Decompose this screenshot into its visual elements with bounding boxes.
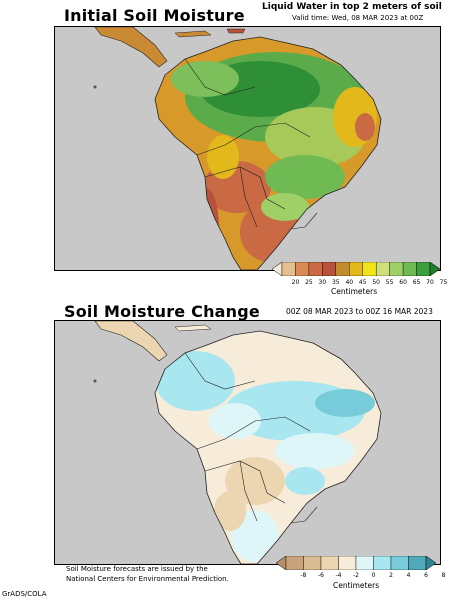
top-colorbar bbox=[272, 262, 440, 276]
bottom-colorbar bbox=[276, 556, 436, 570]
colorbar-swatch bbox=[295, 262, 310, 276]
bottom-colorbar-tick-label: 2 bbox=[389, 572, 393, 579]
colorbar-swatch bbox=[285, 556, 304, 570]
top-panel-valid-time: Valid time: Wed, 08 MAR 2023 at 00Z bbox=[292, 14, 424, 22]
top-colorbar-tick-label: 30 bbox=[318, 279, 327, 286]
colorbar-swatch bbox=[402, 262, 417, 276]
top-colorbar-tick-label: 55 bbox=[385, 279, 394, 286]
colorbar-swatch bbox=[362, 262, 377, 276]
top-colorbar-tick-label: 35 bbox=[331, 279, 340, 286]
bottom-colorbar-tick-label: -4 bbox=[335, 572, 342, 579]
bottom-colorbar-tick-label: 8 bbox=[441, 572, 446, 579]
top-colorbar-tick-label: 60 bbox=[399, 279, 407, 286]
colorbar-swatch bbox=[373, 556, 392, 570]
initial-soil-moisture-map bbox=[54, 26, 441, 271]
colorbar-swatch bbox=[349, 262, 363, 276]
colorbar-swatch bbox=[389, 262, 404, 276]
top-colorbar-tick-label: 50 bbox=[372, 279, 380, 286]
bottom-panel-period: 00Z 08 MAR 2023 to 00Z 16 MAR 2023 bbox=[286, 307, 433, 316]
colorbar-swatch bbox=[322, 262, 337, 276]
top-colorbar-unit: Centimeters bbox=[331, 287, 378, 296]
soil-moisture-change-map bbox=[54, 320, 441, 565]
top-panel-header-line1: Liquid Water in top 2 meters of soil bbox=[262, 2, 442, 12]
colorbar-swatch bbox=[416, 262, 431, 276]
bottom-colorbar-tick-label: 4 bbox=[406, 572, 411, 579]
colorbar-swatch bbox=[338, 556, 357, 570]
top-colorbar-tick-label: 25 bbox=[305, 279, 313, 286]
top-colorbar-tick-label: 75 bbox=[439, 279, 448, 286]
colorbar-swatch bbox=[320, 556, 339, 570]
bottom-colorbar-tick-label: -2 bbox=[353, 572, 359, 579]
footer-note-line2: National Centers for Environmental Predi… bbox=[66, 575, 229, 583]
top-colorbar-tick-label: 40 bbox=[345, 279, 354, 286]
colorbar-swatch bbox=[390, 556, 409, 570]
colorbar-swatch bbox=[281, 262, 296, 276]
colorbar-swatch bbox=[408, 556, 427, 570]
bottom-colorbar-tick-label: -8 bbox=[300, 572, 307, 579]
bottom-colorbar-tick-label: 0 bbox=[371, 572, 376, 579]
colorbar-swatch bbox=[303, 556, 322, 570]
top-colorbar-tick-label: 20 bbox=[291, 279, 300, 286]
top-colorbar-tick-label: 65 bbox=[412, 279, 421, 286]
colorbar-swatch bbox=[335, 262, 350, 276]
bottom-panel-title: Soil Moisture Change bbox=[64, 302, 260, 321]
colorbar-swatch bbox=[355, 556, 374, 570]
bottom-colorbar-tick-label: 6 bbox=[424, 572, 428, 579]
footer-note-line1: Soil Moisture forecasts are issued by th… bbox=[66, 565, 208, 573]
top-colorbar-tick-label: 70 bbox=[426, 279, 434, 286]
footer-credit: GrADS/COLA bbox=[2, 590, 47, 598]
bottom-colorbar-unit: Centimeters bbox=[333, 581, 380, 590]
top-colorbar-tick-label: 45 bbox=[358, 279, 367, 286]
colorbar-swatch bbox=[308, 262, 323, 276]
bottom-colorbar-ticks: -8 -6 -4 -2 0 2 4 6 8 bbox=[276, 572, 446, 581]
top-panel-title: Initial Soil Moisture bbox=[64, 6, 245, 25]
bottom-colorbar-tick-label: -6 bbox=[318, 572, 324, 579]
colorbar-swatch bbox=[375, 262, 390, 276]
top-colorbar-ticks: 20 25 30 35 40 45 50 55 60 65 70 75 bbox=[272, 279, 448, 288]
